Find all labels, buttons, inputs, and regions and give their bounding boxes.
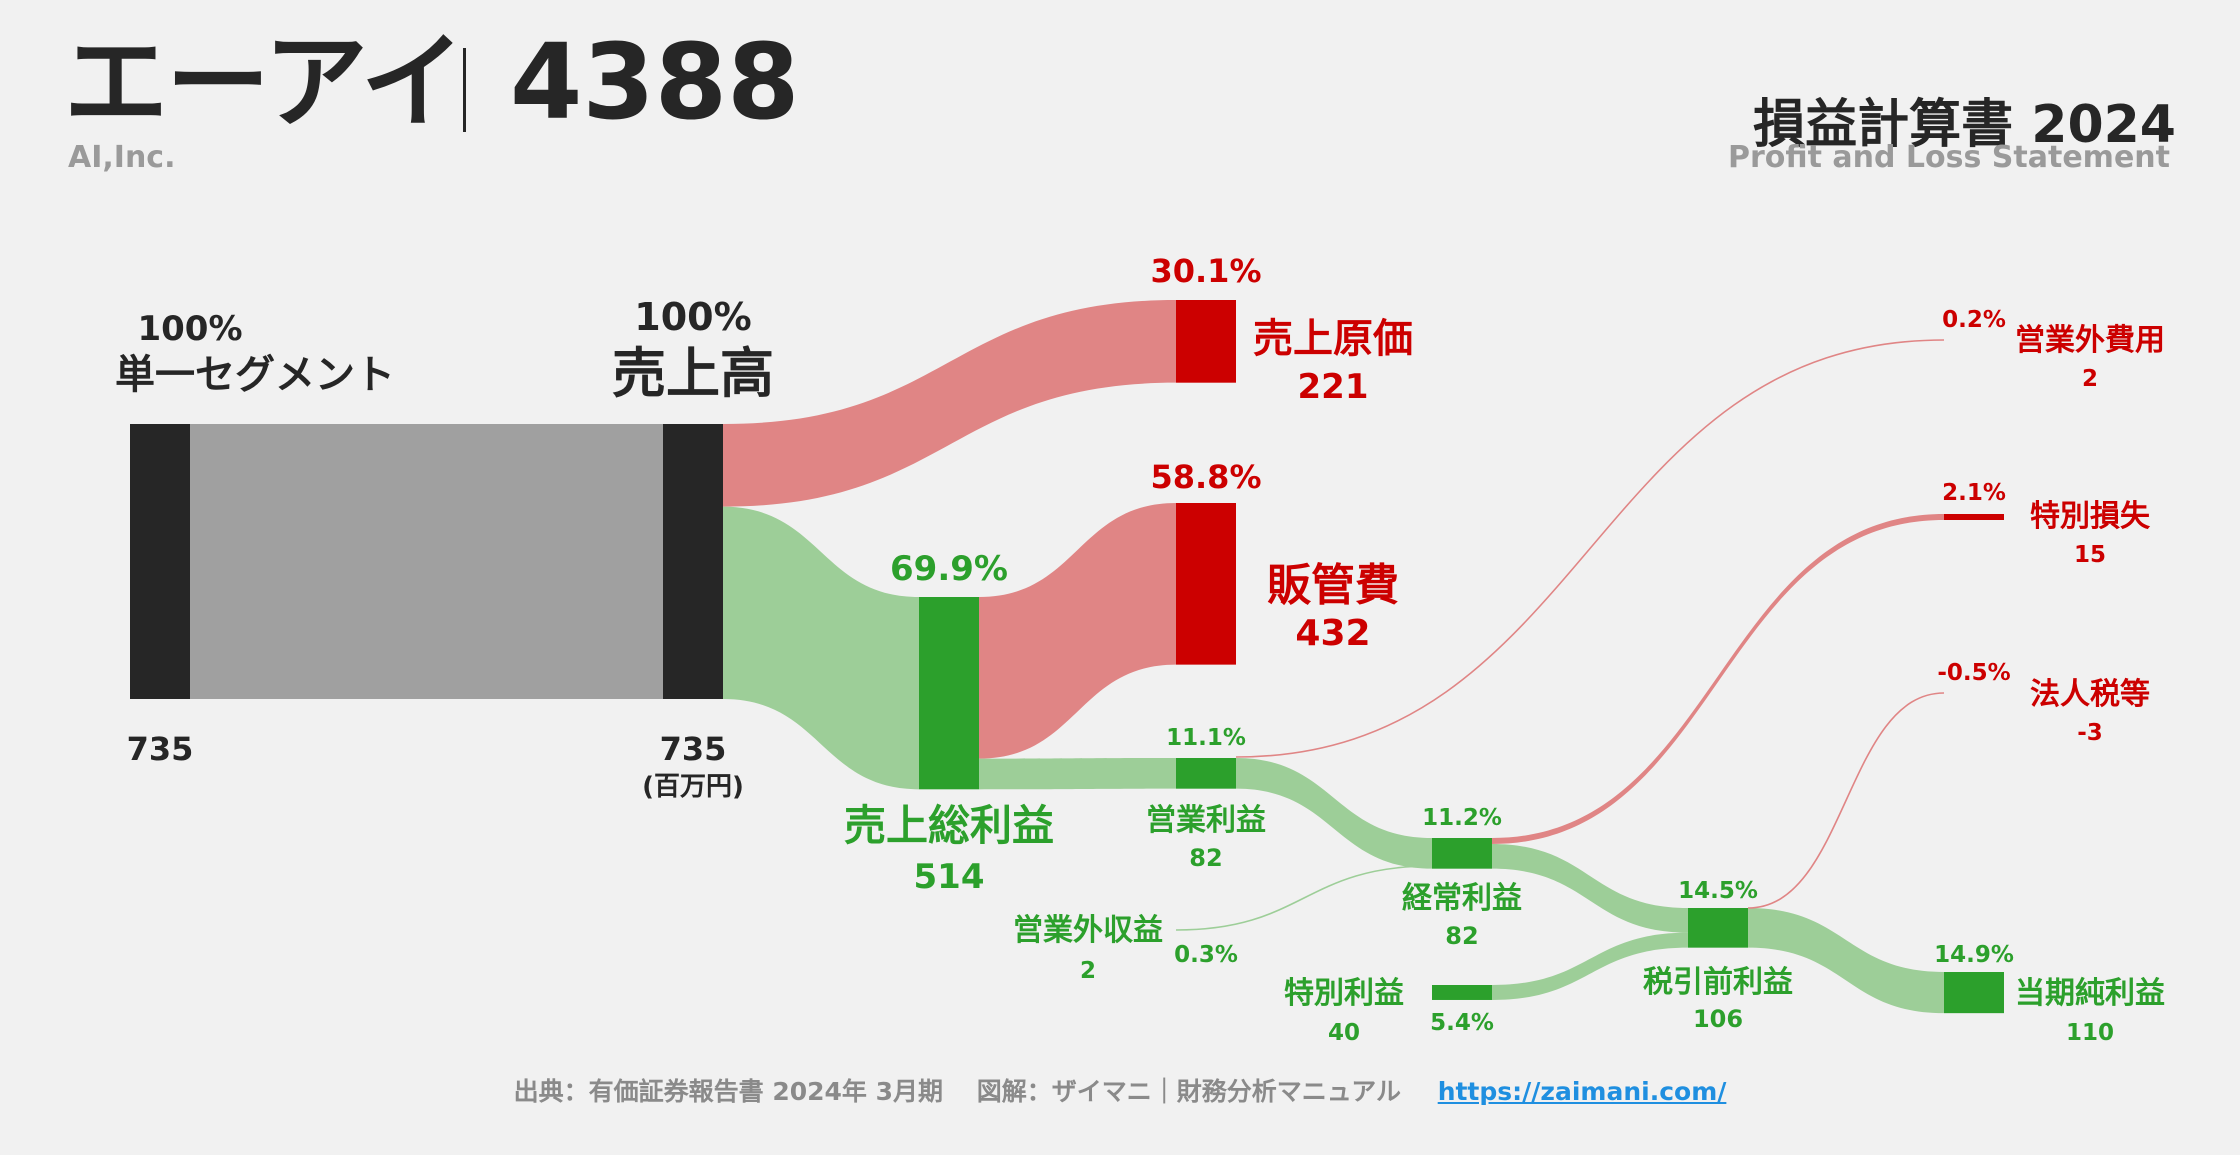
label-nonop-expense-value: 2 [2082,366,2098,392]
label-nonop-income-pct: 0.3% [1174,942,1238,968]
flow-segment-revenue [190,424,663,699]
node-ordinary-income [1432,838,1492,869]
flow-operating-nonop-expense [1235,339,1945,758]
node-operating-income [1176,758,1236,789]
label-pretax-name: 税引前利益 [1643,965,1793,1000]
sankey-chart: 100%単一セグメント735100%売上高735(百万円)30.1%売上原価22… [115,252,2165,1046]
label-segment-value: 735 [127,730,194,768]
label-extra-gain-value: 40 [1328,1020,1360,1046]
label-pretax-pct: 14.5% [1678,878,1758,904]
label-ordinary-pct: 11.2% [1422,805,1502,831]
node-revenue [663,424,723,699]
label-gross-profit-pct: 69.9% [890,549,1008,589]
node-pretax-income [1688,908,1748,948]
node-sga [1176,503,1236,665]
label-tax-name: 法人税等 [2030,677,2150,712]
label-unit: (百万円) [642,772,744,802]
node-extraordinary-gain [1432,985,1492,1000]
flow-pretax-tax [1747,692,1945,909]
label-gross-profit-value: 514 [914,857,985,897]
flow-gross-profit-sga [979,503,1176,759]
label-operating-value: 82 [1189,844,1222,872]
node-segment [130,424,190,699]
flow-pretax-net [1748,908,1944,1014]
label-net-name: 当期純利益 [2015,976,2165,1011]
label-ordinary-value: 82 [1445,922,1478,950]
company-name: エーアイ [64,21,465,143]
label-cogs-name: 売上原価 [1253,316,1413,362]
footer: 出典：有価証券報告書 2024年 3月期 図解：ザイマニ｜財務分析マニュアル h… [0,1072,2240,1108]
statement-subtitle: Profit and Loss Statement [1727,140,2170,175]
label-extra-gain-name: 特別利益 [1284,976,1404,1011]
node-cogs [1176,300,1236,383]
label-gross-profit-name: 売上総利益 [844,801,1054,850]
label-sga-value: 432 [1295,613,1370,654]
flow-operating-ordinary [1236,758,1432,869]
flow-ordinary-pretax [1492,844,1688,933]
label-segment-pct: 100% [137,309,242,349]
label-nonop-income-value: 2 [1080,958,1096,984]
label-segment-name: 単一セグメント [115,352,395,398]
label-extra-loss-name: 特別損失 [2030,499,2151,534]
label-tax-value: -3 [2077,720,2103,746]
flow-revenue-gross-profit [723,506,919,790]
footer-link[interactable]: https://zaimani.com/ [1437,1077,1727,1106]
label-cogs-pct: 30.1% [1150,252,1261,290]
title-divider [463,48,466,132]
label-ordinary-name: 経常利益 [1402,881,1522,916]
flow-gross-profit-operating [979,758,1176,790]
label-revenue-value: 735 [660,730,727,768]
node-extraordinary-loss [1944,514,2004,520]
label-cogs-value: 221 [1298,367,1369,407]
label-nonop-income-name: 営業外収益 [1013,913,1163,948]
label-extra-loss-pct: 2.1% [1942,480,2006,506]
label-revenue-name: 売上高 [612,342,774,405]
node-gross-profit [919,597,979,790]
label-revenue-pct: 100% [634,295,751,339]
flow-gain-pretax [1492,932,1688,1000]
footer-source: 出典：有価証券報告書 2024年 3月期 図解：ザイマニ｜財務分析マニュアル [513,1077,1401,1106]
label-sga-pct: 58.8% [1150,458,1261,496]
label-pretax-value: 106 [1693,1005,1743,1033]
label-net-value: 110 [2066,1020,2114,1046]
label-nonop-expense-name: 営業外費用 [2015,323,2165,358]
flow-nonop-income-ordinary [1175,865,1433,931]
node-net-income [1944,972,2004,1014]
label-tax-pct: -0.5% [1937,660,2010,686]
flow-ordinary-extra-loss [1492,514,1944,844]
label-net-pct: 14.9% [1934,942,2014,968]
label-nonop-expense-pct: 0.2% [1942,307,2006,333]
ticker-code: 4388 [510,21,800,143]
label-sga-name: 販管費 [1267,560,1399,611]
statement-title: 損益計算書 2024 [1753,95,2176,155]
label-operating-name: 営業利益 [1146,803,1266,838]
flow-revenue-cogs [723,300,1176,507]
label-operating-pct: 11.1% [1166,725,1246,751]
label-extra-loss-value: 15 [2074,542,2106,568]
label-extra-gain-pct: 5.4% [1430,1010,1494,1036]
company-name-en: AI,Inc. [68,140,176,175]
